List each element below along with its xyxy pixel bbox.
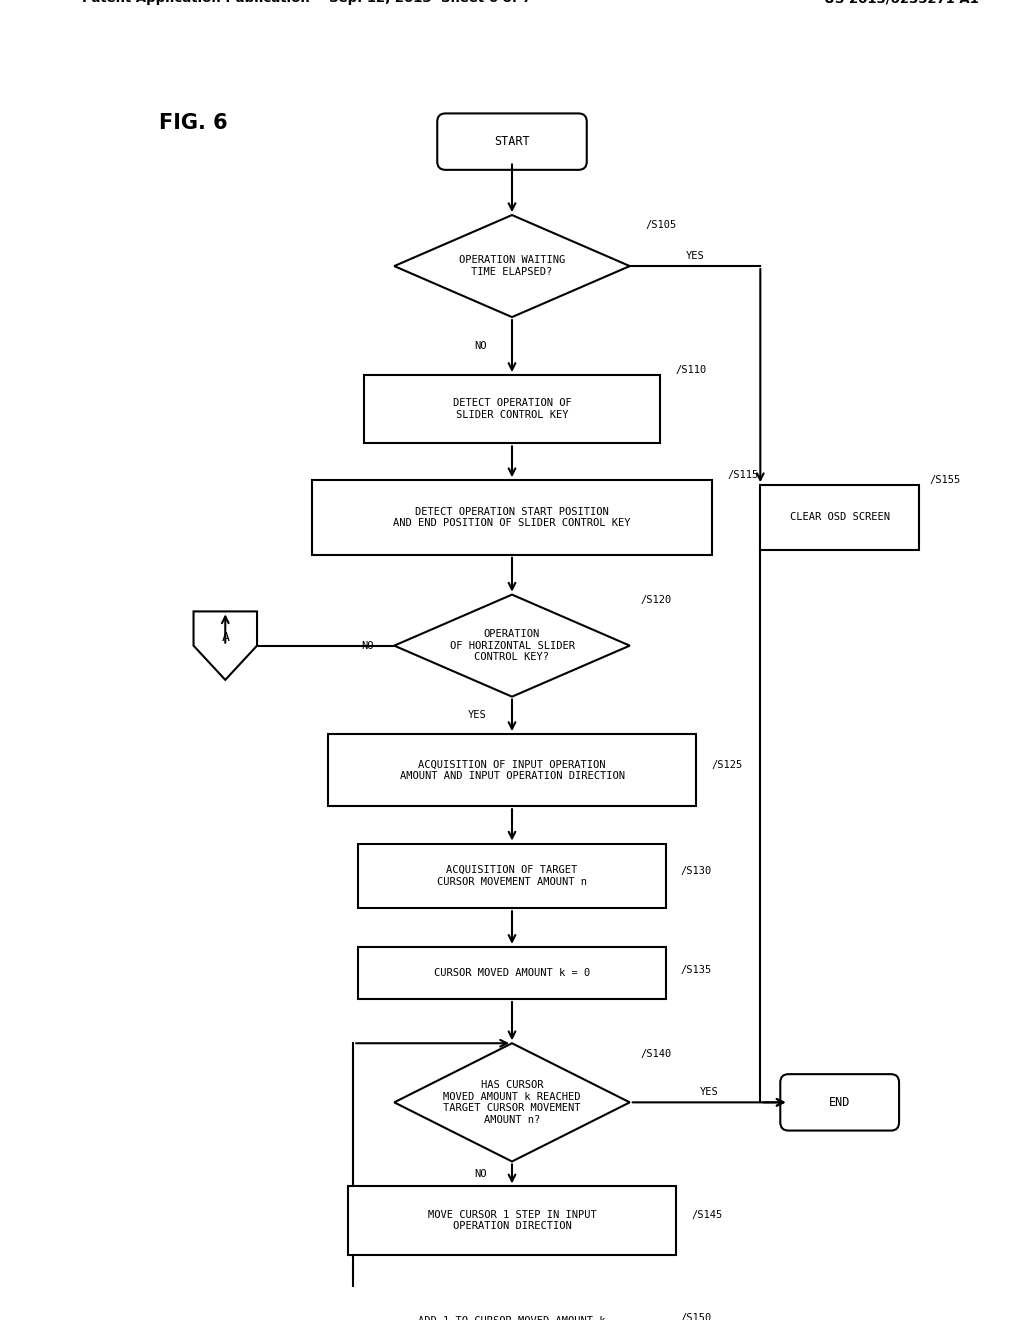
Text: CLEAR OSD SCREEN: CLEAR OSD SCREEN <box>790 512 890 523</box>
Text: /S120: /S120 <box>640 595 672 605</box>
Text: DETECT OPERATION START POSITION
AND END POSITION OF SLIDER CONTROL KEY: DETECT OPERATION START POSITION AND END … <box>393 507 631 528</box>
Text: NO: NO <box>361 640 374 651</box>
Text: /S105: /S105 <box>645 220 677 231</box>
Text: YES: YES <box>686 251 705 261</box>
Text: /S125: /S125 <box>712 760 743 770</box>
Text: Patent Application Publication: Patent Application Publication <box>82 0 309 5</box>
Text: A: A <box>221 631 229 644</box>
Text: /S140: /S140 <box>640 1048 672 1059</box>
Text: MOVE CURSOR 1 STEP IN INPUT
OPERATION DIRECTION: MOVE CURSOR 1 STEP IN INPUT OPERATION DI… <box>428 1210 596 1232</box>
FancyBboxPatch shape <box>437 114 587 170</box>
Text: YES: YES <box>468 710 486 721</box>
Bar <box>348 1187 676 1255</box>
Polygon shape <box>194 611 257 680</box>
Text: FIG. 6: FIG. 6 <box>159 114 227 133</box>
Text: US 2013/0235271 A1: US 2013/0235271 A1 <box>823 0 979 5</box>
Text: /S110: /S110 <box>676 364 708 375</box>
Text: YES: YES <box>699 1088 719 1097</box>
Bar <box>328 734 696 807</box>
Text: Sep. 12, 2013  Sheet 6 of 7: Sep. 12, 2013 Sheet 6 of 7 <box>329 0 531 5</box>
Text: /S150: /S150 <box>681 1313 713 1320</box>
Text: DETECT OPERATION OF
SLIDER CONTROL KEY: DETECT OPERATION OF SLIDER CONTROL KEY <box>453 399 571 420</box>
Text: CURSOR MOVED AMOUNT k = 0: CURSOR MOVED AMOUNT k = 0 <box>434 968 590 978</box>
Bar <box>760 486 920 550</box>
Text: START: START <box>495 135 529 148</box>
Text: /S135: /S135 <box>681 965 713 975</box>
Polygon shape <box>394 215 630 317</box>
Bar <box>312 480 712 554</box>
Bar <box>358 1295 666 1320</box>
Text: ACQUISITION OF INPUT OPERATION
AMOUNT AND INPUT OPERATION DIRECTION: ACQUISITION OF INPUT OPERATION AMOUNT AN… <box>399 759 625 781</box>
Text: END: END <box>829 1096 850 1109</box>
Bar <box>358 843 666 908</box>
Bar <box>364 375 660 444</box>
FancyBboxPatch shape <box>780 1074 899 1130</box>
Text: OPERATION WAITING
TIME ELAPSED?: OPERATION WAITING TIME ELAPSED? <box>459 255 565 277</box>
Text: NO: NO <box>474 341 486 351</box>
Text: ACQUISITION OF TARGET
CURSOR MOVEMENT AMOUNT n: ACQUISITION OF TARGET CURSOR MOVEMENT AM… <box>437 865 587 887</box>
Text: ADD 1 TO CURSOR MOVED AMOUNT k: ADD 1 TO CURSOR MOVED AMOUNT k <box>418 1316 606 1320</box>
Text: /S130: /S130 <box>681 866 713 875</box>
Text: OPERATION
OF HORIZONTAL SLIDER
CONTROL KEY?: OPERATION OF HORIZONTAL SLIDER CONTROL K… <box>450 630 574 663</box>
Polygon shape <box>394 594 630 697</box>
Bar <box>358 946 666 999</box>
Text: HAS CURSOR
MOVED AMOUNT k REACHED
TARGET CURSOR MOVEMENT
AMOUNT n?: HAS CURSOR MOVED AMOUNT k REACHED TARGET… <box>443 1080 581 1125</box>
Text: /S155: /S155 <box>930 475 961 484</box>
Polygon shape <box>394 1043 630 1162</box>
Text: /S145: /S145 <box>691 1210 723 1221</box>
Text: /S115: /S115 <box>727 470 759 480</box>
Text: NO: NO <box>474 1170 486 1179</box>
